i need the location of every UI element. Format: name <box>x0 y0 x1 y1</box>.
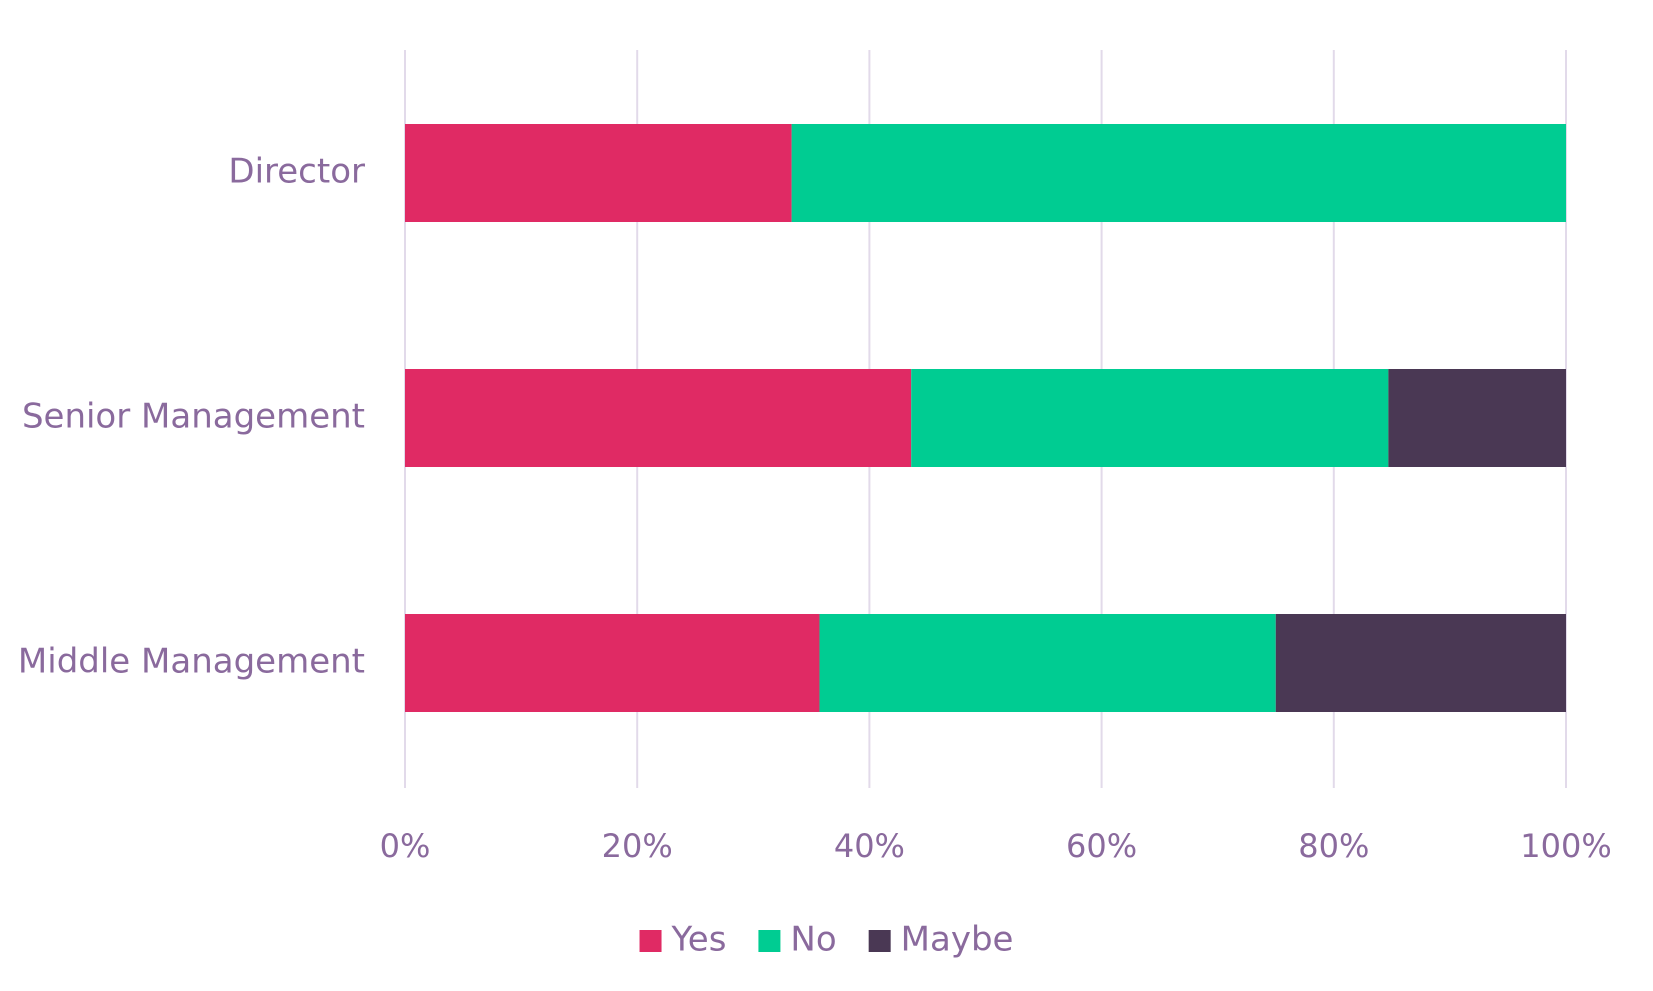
legend-swatch-no <box>758 930 781 952</box>
bar-yes-director <box>405 124 792 222</box>
category-label: Senior Management <box>22 397 365 437</box>
legend: Yes No Maybe <box>639 920 1014 960</box>
bar-yes-middle-management <box>405 614 820 712</box>
legend-label: No <box>790 920 836 960</box>
legend-swatch-yes <box>639 930 662 952</box>
bar-yes-senior-management <box>405 369 912 467</box>
category-label: Director <box>228 152 365 192</box>
x-tick-label: 40% <box>834 827 905 865</box>
x-axis-tick-labels: 0% 20% 40% 60% 80% 100% <box>380 827 1612 865</box>
x-tick-label: 60% <box>1066 827 1137 865</box>
x-tick-label: 80% <box>1298 827 1369 865</box>
legend-label: Yes <box>671 920 727 960</box>
bar-no-senior-management <box>911 369 1389 467</box>
category-labels: Director Senior Management Middle Manageme… <box>18 152 365 682</box>
x-tick-label: 20% <box>602 827 673 865</box>
bar-no-director <box>791 124 1566 222</box>
bar-no-middle-management <box>819 614 1276 712</box>
x-tick-label: 100% <box>1520 827 1611 865</box>
legend-label: Maybe <box>901 920 1014 960</box>
bars <box>405 124 1566 712</box>
bar-maybe-senior-management <box>1388 369 1566 467</box>
category-label: Middle Management <box>18 642 365 682</box>
bar-maybe-middle-management <box>1275 614 1566 712</box>
x-tick-label: 0% <box>380 827 431 865</box>
legend-swatch-maybe <box>868 930 891 952</box>
